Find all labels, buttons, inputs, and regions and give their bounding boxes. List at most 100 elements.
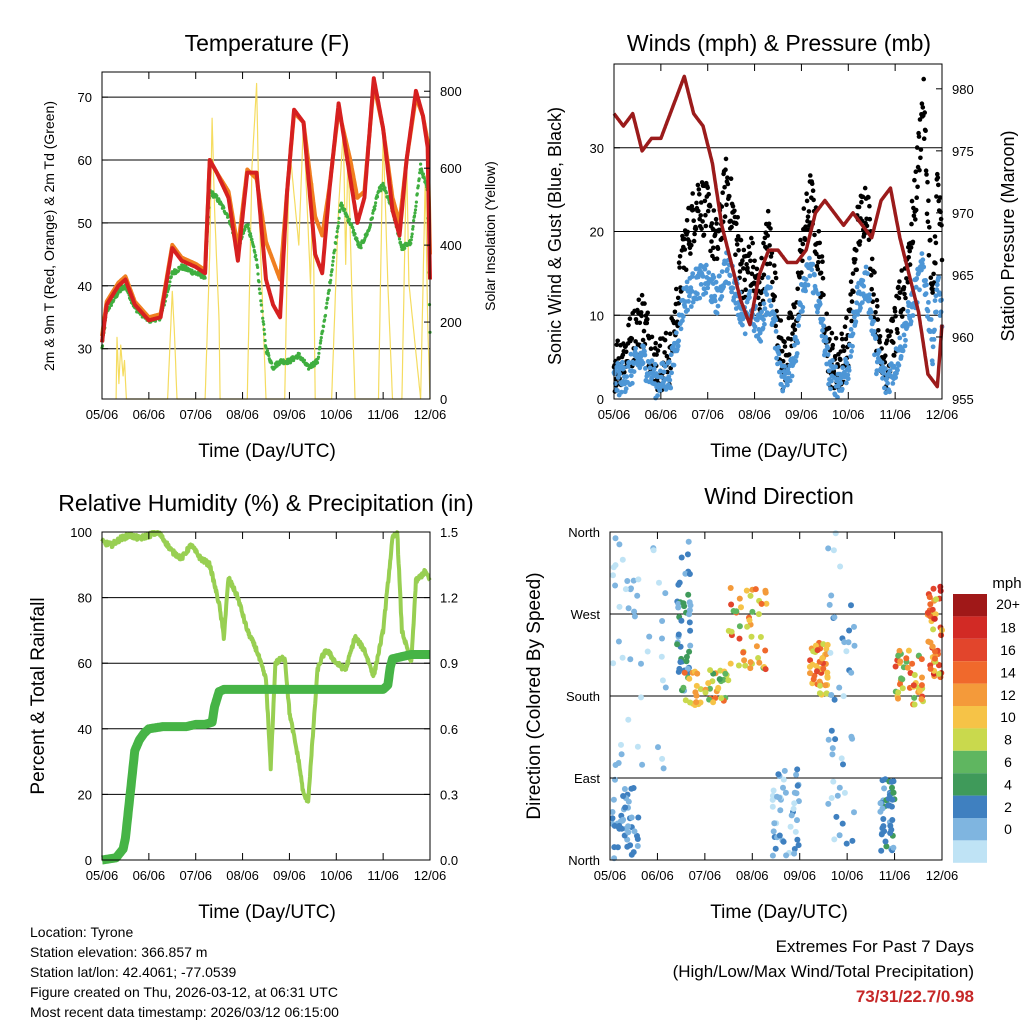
gust-series-point <box>896 295 902 301</box>
dewpoint-series-point <box>328 281 332 285</box>
direction-point <box>927 601 934 608</box>
sonic-wind-series-point <box>688 304 694 309</box>
sonic-wind-series-point <box>768 303 774 309</box>
sonic-wind-series-point <box>666 359 672 365</box>
gust-series-point <box>841 348 847 354</box>
gust-series-point <box>677 253 683 259</box>
gust-series-point <box>614 342 620 348</box>
gust-series-point <box>715 246 721 251</box>
gust-series-point <box>830 342 836 348</box>
legend-swatch <box>953 594 987 617</box>
sonic-wind-series-point <box>867 296 873 302</box>
gust-series-point <box>892 309 898 314</box>
sonic-wind-series-point <box>774 355 779 361</box>
gust-series-point <box>744 262 749 267</box>
dewpoint-series-point <box>347 217 351 221</box>
direction-point <box>755 611 762 618</box>
sonic-wind-series-point <box>810 261 816 267</box>
gust-series-point <box>736 248 741 253</box>
x-tick-label: 05/06 <box>594 868 627 883</box>
sonic-wind-series-point <box>884 376 890 381</box>
gust-series-point <box>734 242 740 247</box>
dewpoint-series-point <box>317 351 321 355</box>
direction-point <box>771 820 778 827</box>
gust-series-point <box>808 173 813 178</box>
gust-series-point <box>935 171 940 177</box>
sonic-wind-series-point <box>850 331 856 337</box>
gust-series-point <box>917 167 922 173</box>
y-tick-label: West <box>571 607 601 622</box>
sonic-wind-series-point <box>713 279 719 285</box>
sonic-wind-series-point <box>715 303 721 309</box>
direction-ylabel: Direction (Colored By Speed) <box>524 572 545 819</box>
sonic-wind-series-point <box>840 365 846 371</box>
gust-series-point <box>685 229 690 235</box>
y-tick-label: 60 <box>78 153 92 168</box>
direction-point <box>810 676 817 683</box>
gust-series-point <box>859 199 864 205</box>
gust-series-point <box>928 237 933 243</box>
gust-series-point <box>714 256 720 262</box>
sonic-wind-series-point <box>637 365 643 371</box>
sonic-wind-series-point <box>761 301 767 306</box>
direction-point <box>936 670 942 677</box>
direction-point <box>697 686 704 693</box>
direction-point <box>687 642 694 649</box>
direction-point <box>660 765 667 772</box>
direction-point <box>832 736 839 743</box>
direction-point <box>845 639 852 646</box>
x-tick-label: 07/06 <box>179 407 212 422</box>
direction-point <box>687 627 694 634</box>
sonic-wind-series-point <box>887 389 892 395</box>
dewpoint-series-point <box>267 353 271 358</box>
gust-series-point <box>936 182 941 188</box>
direction-point <box>716 676 723 683</box>
sonic-wind-series-point <box>633 346 638 351</box>
sonic-wind-series-point <box>871 329 877 334</box>
sonic-wind-series-point <box>667 377 673 383</box>
y2-tick-label: 0.0 <box>440 853 458 868</box>
direction-point <box>878 847 885 854</box>
gust-series-point <box>924 172 929 177</box>
sonic-wind-series-point <box>846 368 852 373</box>
gust-series-point <box>772 294 777 299</box>
dewpoint-series-point <box>250 237 254 241</box>
figure-created: Figure created on Thu, 2026-03-12, at 06… <box>30 984 338 1000</box>
y-tick-label: North <box>568 853 600 868</box>
direction-point <box>694 670 701 677</box>
dewpoint-series-point <box>316 355 321 359</box>
sonic-wind-series-point <box>792 342 797 348</box>
gust-series-point <box>902 291 907 297</box>
sonic-wind-series-point <box>913 284 919 290</box>
gust-series-point <box>833 336 839 341</box>
sonic-wind-series-point <box>805 282 811 288</box>
sonic-wind-series-point <box>652 361 658 367</box>
direction-point <box>840 693 847 700</box>
sonic-wind-series-point <box>658 368 663 374</box>
gust-series-point <box>698 200 704 205</box>
direction-point <box>829 745 836 752</box>
sonic-wind-series-point <box>897 335 903 341</box>
gust-series-point <box>771 297 776 303</box>
x-tick-label: 11/06 <box>367 868 399 883</box>
gust-series-point <box>743 287 748 293</box>
dewpoint-series-point <box>270 361 274 365</box>
dewpoint-series-point <box>168 280 172 284</box>
sonic-wind-series-point <box>655 393 660 398</box>
sonic-wind-series-point <box>905 308 911 314</box>
x-tick-label: 07/06 <box>691 407 724 422</box>
temperature-xlabel: Time (Day/UTC) <box>198 441 336 462</box>
gust-series-point <box>792 327 798 333</box>
gust-series-point <box>675 295 681 301</box>
sonic-wind-series-point <box>854 284 860 290</box>
direction-point <box>610 660 617 667</box>
gust-series-point <box>899 268 904 273</box>
sonic-wind-series-point <box>839 386 845 392</box>
gust-series-point <box>738 237 744 243</box>
legend-swatch <box>953 840 987 863</box>
x-tick-label: 09/06 <box>783 868 816 883</box>
gust-series-point <box>645 317 650 322</box>
gust-series-point <box>816 229 822 234</box>
gust-series-point <box>742 277 747 283</box>
direction-point <box>790 805 797 812</box>
